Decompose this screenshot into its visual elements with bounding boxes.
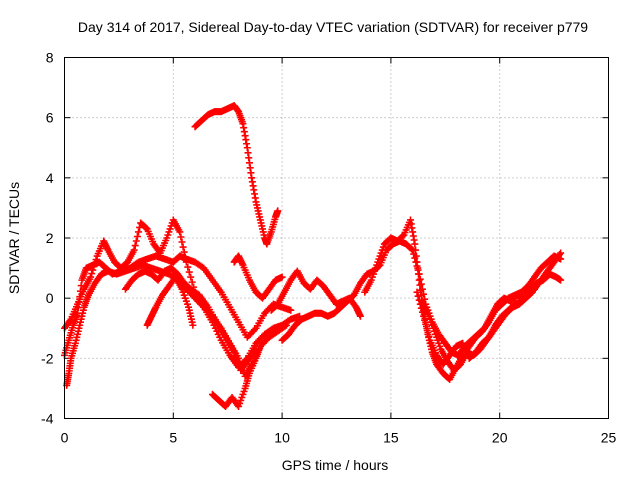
y-axis-label: SDTVAR / TECUs xyxy=(6,182,22,294)
series-arc-13 xyxy=(417,288,536,374)
data-point xyxy=(251,326,259,334)
x-tick-label: 10 xyxy=(274,430,290,446)
data-point xyxy=(557,249,565,257)
data-point xyxy=(422,320,430,328)
series-arc-8 xyxy=(230,252,286,302)
data-point xyxy=(424,328,432,336)
y-tick-label: 0 xyxy=(46,290,54,306)
series-arc-6 xyxy=(191,102,282,248)
data-point xyxy=(414,270,422,278)
series-arc-5 xyxy=(143,273,197,329)
data-point xyxy=(423,324,431,332)
data-point xyxy=(142,224,150,232)
data-point xyxy=(484,320,492,328)
data-point xyxy=(130,246,138,254)
data-point xyxy=(399,232,407,240)
data-point xyxy=(412,246,420,254)
data-point xyxy=(187,273,195,281)
x-tick-label: 25 xyxy=(601,430,617,446)
data-point xyxy=(132,237,140,245)
x-axis-label: GPS time / hours xyxy=(282,457,389,473)
data-point xyxy=(180,248,188,256)
x-tick-label: 0 xyxy=(61,430,69,446)
data-point xyxy=(184,263,192,271)
data-point xyxy=(416,275,424,283)
data-point xyxy=(281,322,289,330)
data-points xyxy=(61,102,565,410)
data-point xyxy=(287,306,295,314)
x-tick-label: 20 xyxy=(492,430,508,446)
data-point xyxy=(178,238,186,246)
data-point xyxy=(421,316,429,324)
data-point xyxy=(425,332,433,340)
data-point xyxy=(131,242,139,250)
data-point xyxy=(256,342,264,350)
data-point xyxy=(412,252,420,260)
data-point xyxy=(177,233,185,241)
series-arc-4 xyxy=(121,264,260,374)
y-tick-label: -4 xyxy=(41,411,54,427)
data-point xyxy=(356,312,364,320)
data-point xyxy=(417,280,425,288)
data-point xyxy=(413,288,421,296)
x-tick-label: 5 xyxy=(169,430,177,446)
data-point xyxy=(133,232,141,240)
data-point xyxy=(242,359,250,367)
data-point xyxy=(557,276,565,284)
y-tick-label: 2 xyxy=(46,230,54,246)
data-point xyxy=(134,228,142,236)
data-point xyxy=(189,321,197,329)
plot-frame xyxy=(64,57,609,419)
data-point xyxy=(411,240,419,248)
y-tick-label: 4 xyxy=(46,170,54,186)
data-point xyxy=(413,258,421,266)
chart-title: Day 314 of 2017, Sidereal Day-to-day VTE… xyxy=(78,19,588,35)
data-point xyxy=(188,278,196,286)
data-point xyxy=(278,273,286,281)
data-point xyxy=(88,270,96,278)
x-tick-label: 15 xyxy=(383,430,399,446)
data-point xyxy=(87,273,95,281)
data-point xyxy=(282,321,290,329)
data-point xyxy=(414,264,422,272)
axis-ticks: 0 5 10 15 20 25 -4 -2 0 2 4 6 8 xyxy=(41,50,616,446)
grid xyxy=(64,57,609,419)
data-point xyxy=(274,207,282,215)
data-point xyxy=(414,292,422,300)
data-point xyxy=(556,251,564,259)
data-point xyxy=(176,228,184,236)
data-point xyxy=(179,243,187,251)
data-point xyxy=(527,289,535,297)
data-point xyxy=(408,245,416,253)
data-point xyxy=(528,288,536,296)
y-tick-label: -2 xyxy=(41,350,54,366)
data-point xyxy=(185,268,193,276)
y-tick-label: 8 xyxy=(46,50,54,66)
series-arc-7 xyxy=(208,342,264,410)
y-tick-label: 6 xyxy=(46,110,54,126)
